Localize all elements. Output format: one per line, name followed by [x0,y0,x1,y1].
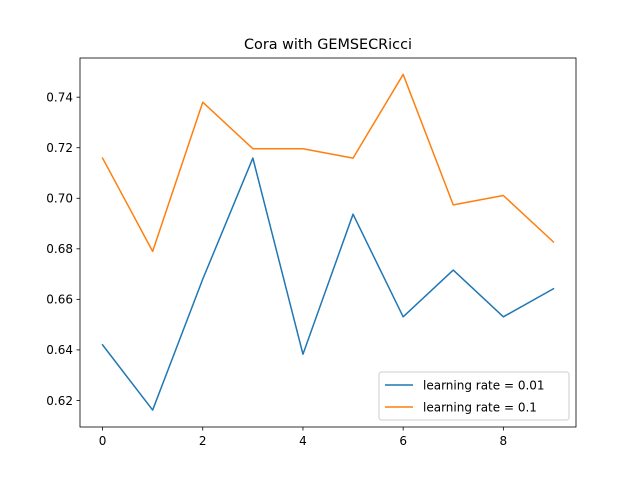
legend-box [378,371,570,421]
x-tick-label: 6 [399,434,407,448]
y-tick-label: 0.68 [46,242,73,256]
y-tick-label: 0.70 [46,192,73,206]
y-tick-label: 0.72 [46,141,73,155]
chart-title: Cora with GEMSECRicci [244,37,412,53]
x-tick-label: 0 [99,434,107,448]
series-line-0 [101,157,555,411]
legend: learning rate = 0.01 learning rate = 0.1 [378,371,570,421]
x-tick-label: 2 [199,434,207,448]
plot-area [80,58,576,427]
axes-frame [79,57,577,428]
series-line-1 [101,73,555,253]
y-tick-label: 0.62 [46,394,73,408]
y-tick-label: 0.74 [46,90,73,104]
legend-label-1: learning rate = 0.1 [423,400,537,414]
x-tick-label: 8 [500,434,508,448]
x-tick-label: 4 [299,434,307,448]
series-layer [101,73,555,411]
y-tick-label: 0.64 [46,343,73,357]
y-tick-label: 0.66 [46,293,73,307]
legend-label-0: learning rate = 0.01 [423,378,545,392]
axes-layer: 0 2 4 6 8 0.62 0.64 0.66 0.68 0.70 0.72 0.74 [46,57,577,448]
